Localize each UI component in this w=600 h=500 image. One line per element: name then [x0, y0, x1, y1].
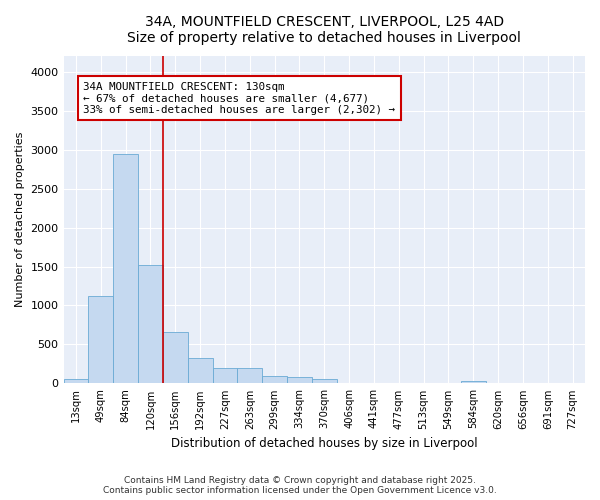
- Bar: [287, 377, 312, 384]
- Y-axis label: Number of detached properties: Number of detached properties: [15, 132, 25, 308]
- X-axis label: Distribution of detached houses by size in Liverpool: Distribution of detached houses by size …: [171, 437, 478, 450]
- Bar: [163, 332, 188, 384]
- Bar: [362, 382, 386, 384]
- Bar: [88, 296, 113, 384]
- Title: 34A, MOUNTFIELD CRESCENT, LIVERPOOL, L25 4AD
Size of property relative to detach: 34A, MOUNTFIELD CRESCENT, LIVERPOOL, L25…: [127, 15, 521, 45]
- Bar: [212, 368, 238, 384]
- Bar: [262, 376, 287, 384]
- Text: Contains HM Land Registry data © Crown copyright and database right 2025.
Contai: Contains HM Land Registry data © Crown c…: [103, 476, 497, 495]
- Bar: [188, 358, 212, 384]
- Bar: [238, 368, 262, 384]
- Bar: [337, 382, 362, 384]
- Bar: [64, 379, 88, 384]
- Bar: [138, 265, 163, 384]
- Bar: [461, 381, 485, 384]
- Bar: [312, 379, 337, 384]
- Bar: [113, 154, 138, 384]
- Text: 34A MOUNTFIELD CRESCENT: 130sqm
← 67% of detached houses are smaller (4,677)
33%: 34A MOUNTFIELD CRESCENT: 130sqm ← 67% of…: [83, 82, 395, 115]
